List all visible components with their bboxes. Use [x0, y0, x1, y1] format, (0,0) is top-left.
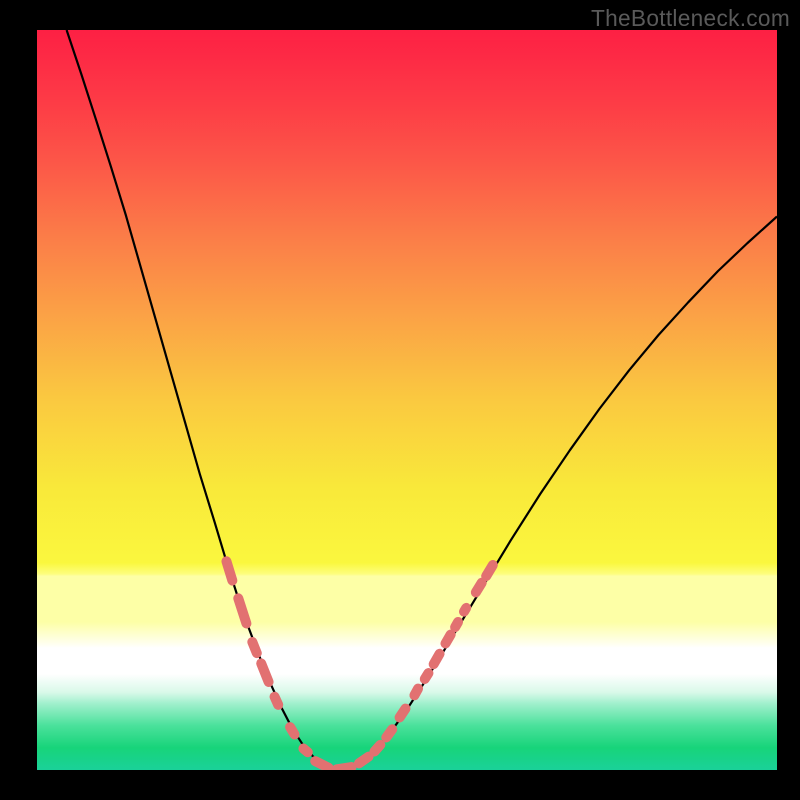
- watermark-text: TheBottleneck.com: [591, 5, 790, 32]
- highlight-segment: [226, 561, 232, 580]
- highlight-segment: [445, 635, 450, 644]
- chart-frame: TheBottleneck.com: [0, 0, 800, 800]
- highlight-segment: [434, 654, 440, 664]
- highlight-segment: [464, 608, 466, 612]
- highlight-segment: [290, 727, 294, 734]
- highlight-segment: [261, 663, 268, 682]
- highlight-segment: [303, 749, 307, 753]
- chart-svg: [37, 30, 777, 770]
- highlight-segment: [359, 757, 369, 764]
- highlight-segment: [455, 622, 458, 627]
- highlight-segment: [386, 729, 392, 737]
- highlight-segment: [374, 745, 380, 752]
- highlight-segment: [337, 767, 352, 769]
- highlight-segment: [275, 697, 279, 705]
- highlight-segment: [425, 673, 429, 679]
- highlight-segment: [252, 642, 256, 653]
- plot-area: [37, 30, 777, 770]
- highlight-segment: [414, 689, 418, 696]
- highlight-segment: [400, 709, 406, 718]
- highlight-segment: [476, 583, 482, 593]
- highlight-segment: [315, 761, 328, 768]
- highlight-segment: [486, 565, 493, 576]
- gradient-background: [37, 30, 777, 770]
